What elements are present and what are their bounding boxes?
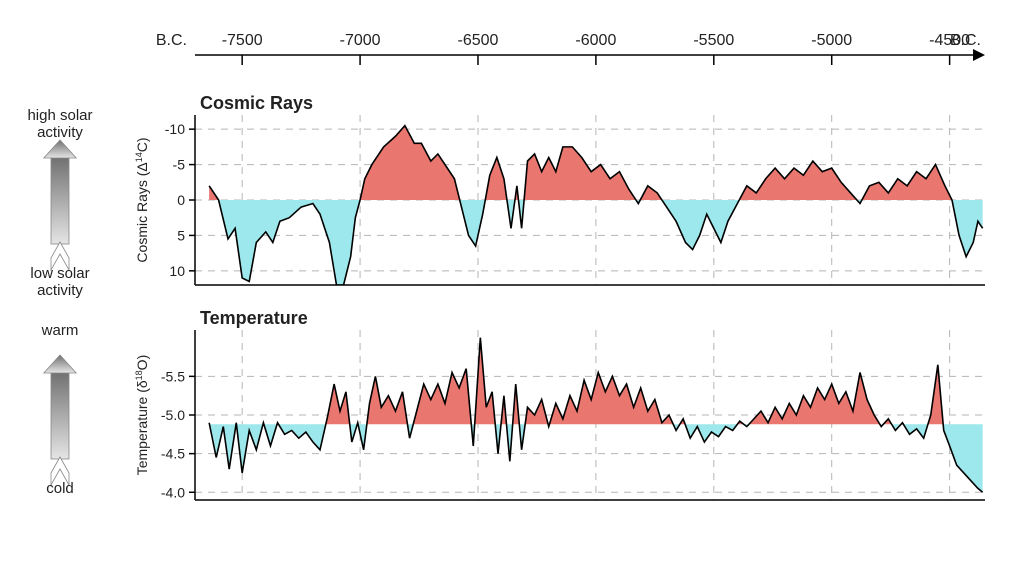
cosmic-ytick: -10 [165, 121, 185, 137]
side-arrow-temperature [44, 355, 76, 485]
xtick-label: -7000 [340, 32, 381, 49]
x-label-right: B.C. [950, 32, 981, 49]
cosmic-ylabel: Cosmic Rays (Δ14C) [134, 137, 150, 262]
side-label-top-temperature: warm [10, 323, 110, 340]
xtick-label: -6500 [458, 32, 499, 49]
xtick-label: -6000 [575, 32, 616, 49]
chart-svg: -7500-7000-6500-6000-5500-5000-4500B.C.B… [0, 0, 1024, 562]
side-label-bottom-temperature: cold [10, 481, 110, 498]
figure-stage: { "figure": { "width_px": 1024, "height_… [0, 0, 1024, 562]
temperature-ytick: -4.5 [161, 446, 185, 462]
temperature-ytick: -4.0 [161, 484, 185, 500]
cosmic-ytick: 0 [177, 192, 185, 208]
side-label-bottom-cosmic: low solaractivity [10, 266, 110, 299]
side-arrow-cosmic [44, 140, 76, 270]
cosmic-ytick: 5 [177, 227, 185, 243]
temperature-title: Temperature [200, 308, 308, 328]
cosmic-ytick: 10 [169, 263, 185, 279]
x-label-left: B.C. [156, 32, 187, 49]
temperature-ytick: -5.0 [161, 407, 185, 423]
side-label-top-cosmic: high solaractivity [10, 108, 110, 141]
temperature-ylabel: Temperature (δ18O) [134, 355, 150, 476]
cosmic-title: Cosmic Rays [200, 93, 313, 113]
xtick-label: -5000 [811, 32, 852, 49]
temperature-ytick: -5.5 [161, 368, 185, 384]
xtick-label: -5500 [693, 32, 734, 49]
cosmic-ytick: -5 [173, 157, 186, 173]
xtick-label: -7500 [222, 32, 263, 49]
